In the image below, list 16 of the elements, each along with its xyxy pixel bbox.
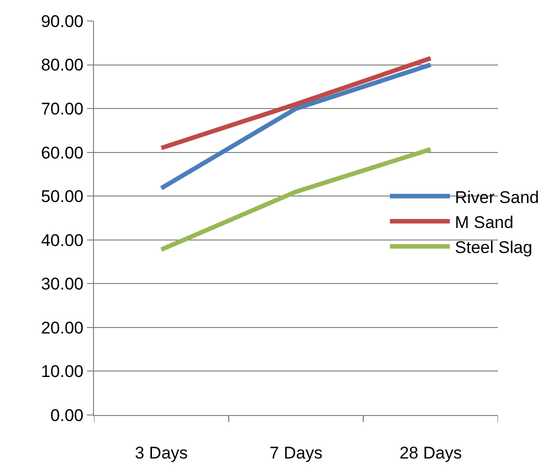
y-tick-label: 40.00 — [40, 230, 84, 250]
y-tick-label: 50.00 — [40, 187, 84, 206]
y-tick-label: 60.00 — [40, 143, 84, 162]
y-tick-label: 0.00 — [50, 406, 84, 425]
y-tick-label: 90.00 — [40, 12, 84, 31]
y-tick-label: 10.00 — [40, 362, 84, 382]
legend-label: M Sand — [454, 212, 514, 232]
legend-label: River Sand — [454, 188, 539, 207]
y-tick-label: 20.00 — [40, 318, 84, 338]
x-tick-label: 3 Days — [134, 444, 188, 462]
y-tick-label: 30.00 — [40, 274, 84, 294]
x-tick-label: 28 Days — [399, 444, 462, 462]
y-tick-label: 80.00 — [40, 56, 84, 75]
x-tick-label: 7 Days — [270, 444, 322, 462]
y-tick-label: 70.00 — [40, 100, 84, 119]
legend-label: Steel Slag — [454, 238, 532, 257]
